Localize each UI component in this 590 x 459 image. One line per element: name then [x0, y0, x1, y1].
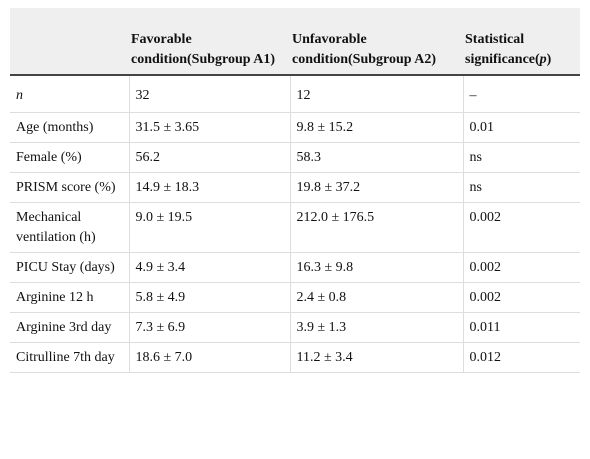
table-row: Mechanical ventilation (h) 9.0 ± 19.5 21… — [10, 202, 580, 253]
header-row: Favorable condition(Subgroup A1) Unfavor… — [10, 8, 580, 76]
table-body: n 32 12 – Age (months) 31.5 ± 3.65 9.8 ±… — [10, 75, 580, 373]
table-header: Favorable condition(Subgroup A1) Unfavor… — [10, 8, 580, 76]
row-label: Mechanical ventilation (h) — [10, 202, 130, 253]
cell-a1: 18.6 ± 7.0 — [129, 342, 291, 373]
header-significance-p: p — [539, 52, 547, 67]
cell-p: ns — [463, 172, 580, 203]
row-label: Arginine 12 h — [10, 282, 130, 313]
row-label: Age (months) — [10, 112, 130, 143]
cell-a1: 31.5 ± 3.65 — [129, 112, 291, 143]
cell-a2: 58.3 — [290, 142, 464, 173]
table-row: Age (months) 31.5 ± 3.65 9.8 ± 15.2 0.01 — [10, 112, 580, 143]
cell-a2: 19.8 ± 37.2 — [290, 172, 464, 203]
cell-a1: 32 — [129, 75, 291, 113]
cell-p: 0.011 — [463, 312, 580, 343]
table-row: Arginine 3rd day 7.3 ± 6.9 3.9 ± 1.3 0.0… — [10, 312, 580, 343]
cell-a1: 5.8 ± 4.9 — [129, 282, 291, 313]
header-empty-cell — [10, 8, 129, 76]
cell-a2: 2.4 ± 0.8 — [290, 282, 464, 313]
cell-a1: 9.0 ± 19.5 — [129, 202, 291, 253]
cell-p: 0.012 — [463, 342, 580, 373]
row-label: PICU Stay (days) — [10, 252, 130, 283]
table-row: Female (%) 56.2 58.3 ns — [10, 142, 580, 173]
header-favorable: Favorable condition(Subgroup A1) — [129, 8, 290, 76]
cell-a1: 7.3 ± 6.9 — [129, 312, 291, 343]
cell-a2: 11.2 ± 3.4 — [290, 342, 464, 373]
cell-a1: 56.2 — [129, 142, 291, 173]
cell-a2: 12 — [290, 75, 464, 113]
header-significance-suffix: ) — [546, 52, 552, 67]
row-label: PRISM score (%) — [10, 172, 130, 203]
header-significance-prefix: Statistical significance( — [465, 32, 540, 67]
row-label: n — [10, 75, 130, 113]
header-unfavorable: Unfavorable condition(Subgroup A2) — [290, 8, 463, 76]
cell-a2: 3.9 ± 1.3 — [290, 312, 464, 343]
cell-a1: 14.9 ± 18.3 — [129, 172, 291, 203]
cell-p: 0.01 — [463, 112, 580, 143]
table-row: PRISM score (%) 14.9 ± 18.3 19.8 ± 37.2 … — [10, 172, 580, 203]
header-significance: Statistical significance(p) — [463, 8, 580, 76]
cell-a2: 16.3 ± 9.8 — [290, 252, 464, 283]
table-row: Arginine 12 h 5.8 ± 4.9 2.4 ± 0.8 0.002 — [10, 282, 580, 313]
table-row: Citrulline 7th day 18.6 ± 7.0 11.2 ± 3.4… — [10, 342, 580, 373]
table-row: n 32 12 – — [10, 75, 580, 113]
cell-p: ns — [463, 142, 580, 173]
cell-a1: 4.9 ± 3.4 — [129, 252, 291, 283]
cell-a2: 212.0 ± 176.5 — [290, 202, 464, 253]
row-label: Arginine 3rd day — [10, 312, 130, 343]
cell-p: 0.002 — [463, 252, 580, 283]
cell-p: 0.002 — [463, 282, 580, 313]
row-label: Female (%) — [10, 142, 130, 173]
cell-a2: 9.8 ± 15.2 — [290, 112, 464, 143]
table-row: PICU Stay (days) 4.9 ± 3.4 16.3 ± 9.8 0.… — [10, 252, 580, 283]
cell-p: 0.002 — [463, 202, 580, 253]
results-table: Favorable condition(Subgroup A1) Unfavor… — [10, 8, 580, 373]
row-label: Citrulline 7th day — [10, 342, 130, 373]
cell-p: – — [463, 75, 580, 113]
